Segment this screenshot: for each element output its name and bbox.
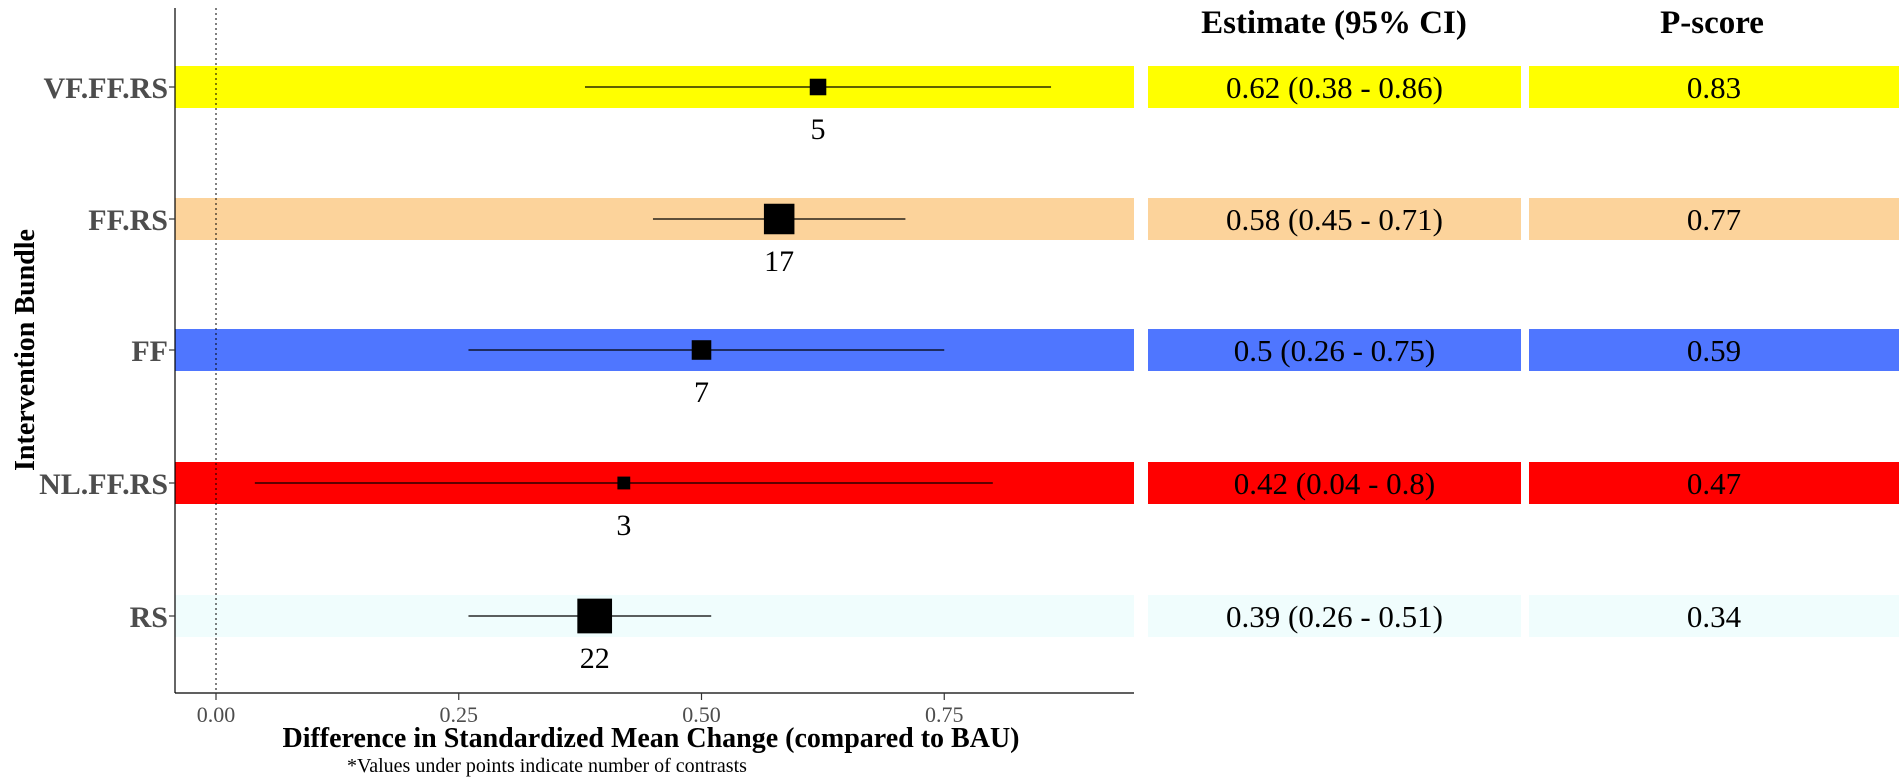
row-bands (175, 66, 1899, 637)
estimate-point (809, 78, 827, 96)
estimate-point (577, 598, 613, 634)
contrast-count-label: 22 (580, 642, 610, 675)
estimate-point (763, 203, 795, 235)
estimate-point (691, 340, 712, 360)
estimate-table: 0.62 (0.38 - 0.86) 0.83 0.58 (0.45 - 0.71)… (1226, 70, 1742, 634)
contrast-count-label: 7 (694, 376, 709, 409)
pscore-cell-band (1529, 595, 1899, 637)
estimate-cell-band (1148, 595, 1521, 637)
x-axis-title: Difference in Standardized Mean Change (… (282, 723, 1019, 754)
pscore-text: 0.59 (1687, 333, 1741, 368)
x-axis-ticks: 0.00 0.25 0.50 0.75 (197, 693, 964, 727)
x-tick-label: 0.75 (925, 702, 964, 727)
table-header-estimate: Estimate (95% CI) (1201, 5, 1467, 41)
estimate-cell-band (1148, 198, 1521, 240)
contrast-count-label: 17 (764, 245, 794, 278)
x-tick-label: 0.00 (197, 702, 236, 727)
pscore-text: 0.83 (1687, 70, 1741, 105)
pscore-cell-band (1529, 462, 1899, 504)
row-labels: VF.FF.RS FF.RS FF NL.FF.RS RS (39, 72, 175, 634)
row-label: RS (130, 601, 168, 634)
row-label: VF.FF.RS (44, 72, 168, 105)
x-tick-label: 0.50 (682, 702, 721, 727)
contrast-count-label: 5 (811, 113, 826, 146)
estimate-ci-text: 0.5 (0.26 - 0.75) (1234, 333, 1435, 368)
estimate-ci-text: 0.62 (0.38 - 0.86) (1226, 70, 1443, 105)
pscore-cell-band (1529, 198, 1899, 240)
estimate-marks: 5 17 7 3 22 (254, 78, 1052, 675)
estimate-cell-band (1148, 66, 1521, 108)
row-label: FF.RS (88, 204, 168, 237)
estimate-ci-text: 0.42 (0.04 - 0.8) (1234, 466, 1435, 501)
estimate-cell-band (1148, 329, 1521, 371)
pscore-text: 0.77 (1687, 202, 1741, 237)
table-header-pscore: P-score (1660, 5, 1764, 41)
y-axis-title: Intervention Bundle (10, 229, 41, 471)
footnote: *Values under points indicate number of … (347, 755, 747, 777)
pscore-cell-band (1529, 329, 1899, 371)
contrast-count-label: 3 (616, 509, 631, 542)
estimate-cell-band (1148, 462, 1521, 504)
row-label: FF (131, 335, 168, 368)
pscore-cell-band (1529, 66, 1899, 108)
estimate-ci-text: 0.39 (0.26 - 0.51) (1226, 599, 1443, 634)
estimate-point (617, 476, 631, 490)
estimate-ci-text: 0.58 (0.45 - 0.71) (1226, 202, 1443, 237)
row-label: NL.FF.RS (39, 468, 168, 501)
pscore-text: 0.34 (1687, 599, 1742, 634)
pscore-text: 0.47 (1687, 466, 1741, 501)
x-tick-label: 0.25 (440, 702, 479, 727)
